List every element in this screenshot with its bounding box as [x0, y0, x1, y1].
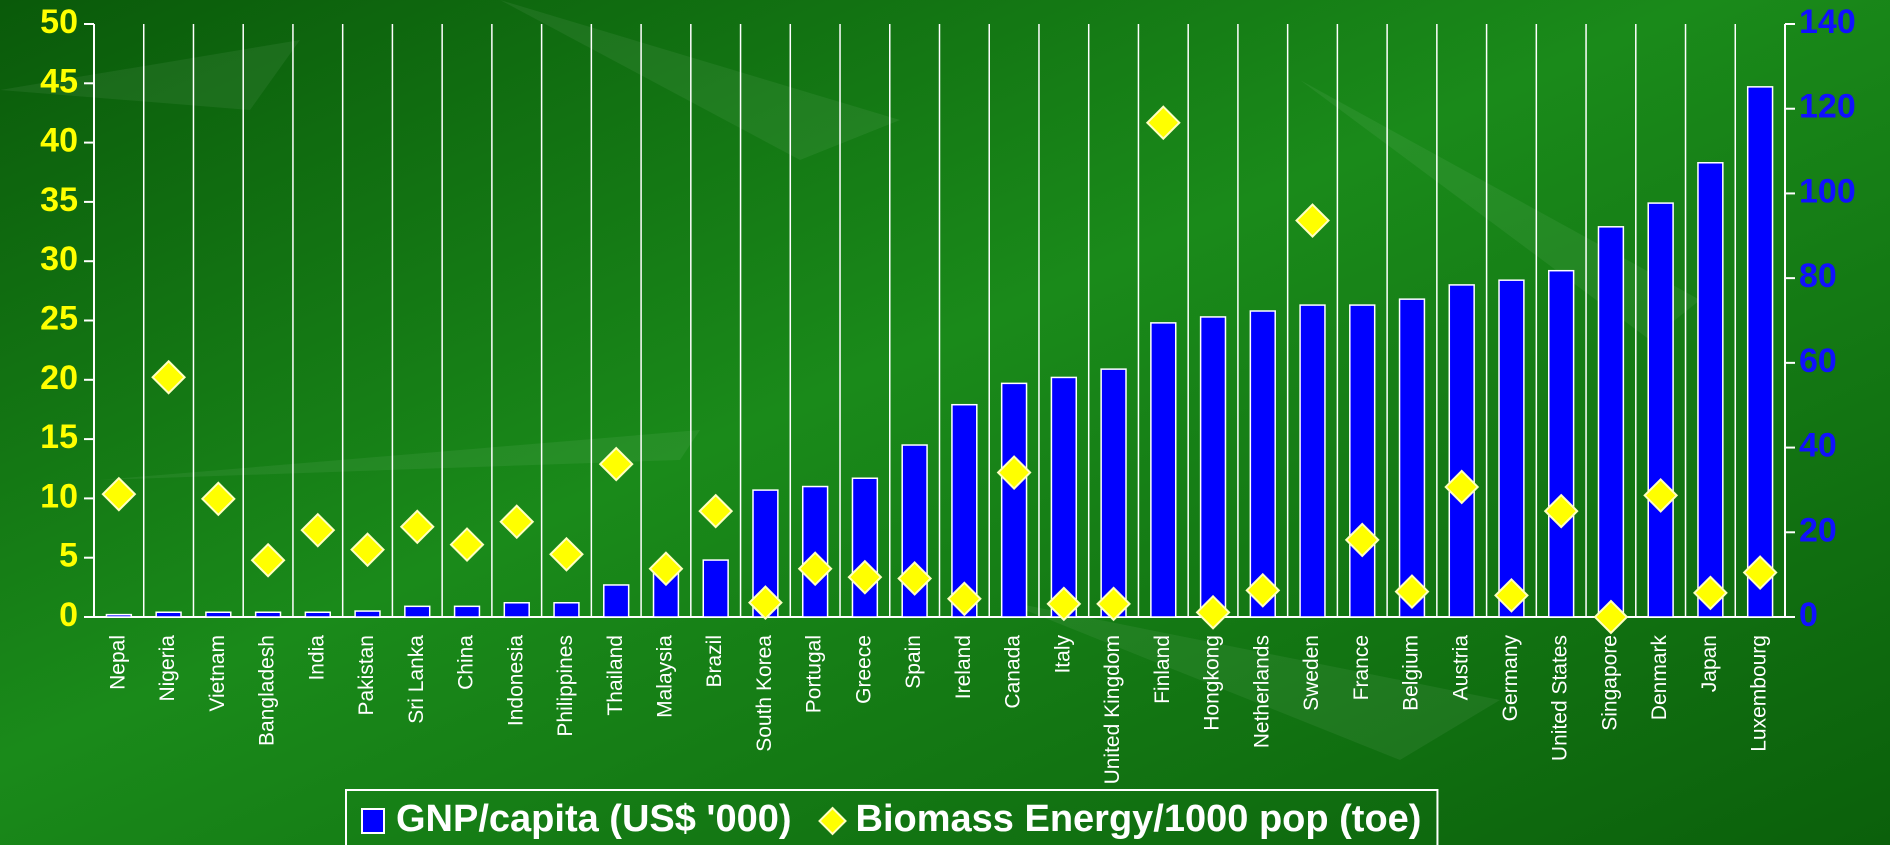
bar [1499, 280, 1524, 617]
bar [1300, 305, 1325, 617]
bar [703, 560, 728, 617]
legend-label: Biomass Energy/1000 pop (toe) [856, 798, 1422, 840]
x-tick-label: Austria [1449, 635, 1472, 701]
bar [156, 612, 181, 617]
bar [405, 606, 430, 617]
x-tick-label: Nigeria [156, 635, 179, 702]
bar [1549, 271, 1574, 617]
y-tick-label: 0 [59, 596, 78, 634]
x-tick-label: Denmark [1648, 635, 1671, 721]
x-tick-label: Thailand [604, 635, 627, 716]
bar [1350, 305, 1375, 617]
y-tick-label: 50 [40, 3, 78, 41]
x-tick-label: Singapore [1598, 635, 1621, 731]
bar [1698, 163, 1723, 617]
y2-tick-label: 40 [1799, 427, 1837, 465]
x-tick-label: South Korea [753, 635, 776, 752]
x-tick-label: China [455, 635, 478, 690]
bar [1598, 227, 1623, 617]
legend-label: GNP/capita (US$ '000) [396, 798, 792, 840]
chart: 0 5 10 15 20 25 30 35 40 45 50 0 20 40 60 80 100 120 140 Ne… [0, 0, 1890, 845]
x-tick-label: Philippines [554, 635, 577, 737]
x-tick-label: Sri Lanka [405, 635, 428, 724]
x-tick-label: Belgium [1400, 635, 1423, 711]
x-tick-label: India [305, 635, 328, 681]
legend-swatch [362, 809, 384, 833]
y-tick-label: 25 [40, 299, 78, 337]
y-tick-label: 35 [40, 181, 78, 219]
x-tick-label: Netherlands [1250, 635, 1273, 748]
y2-tick-label: 100 [1799, 172, 1856, 210]
x-tick-label: Canada [1002, 635, 1025, 709]
x-tick-label: Finland [1151, 635, 1174, 704]
bar [1400, 299, 1425, 617]
x-tick-label: United States [1549, 635, 1572, 761]
bar [1002, 383, 1027, 617]
y-tick-label: 20 [40, 359, 78, 397]
x-tick-label: Bangladesh [256, 635, 279, 746]
y2-tick-label: 80 [1799, 257, 1837, 295]
bar [1201, 317, 1226, 617]
x-tick-label: Greece [852, 635, 875, 704]
y2-tick-label: 60 [1799, 342, 1837, 380]
x-tick-label: Japan [1698, 635, 1721, 692]
x-tick-label: Italy [1051, 635, 1074, 674]
x-tick-label: Vietnam [206, 635, 229, 712]
bar [1449, 285, 1474, 617]
x-tick-label: Hongkong [1201, 635, 1224, 731]
bar [305, 612, 330, 617]
bar [1648, 203, 1673, 617]
y2-tick-label: 20 [1799, 511, 1837, 549]
x-tick-label: Indonesia [504, 635, 527, 726]
bar [1051, 377, 1076, 617]
y-tick-label: 30 [40, 240, 78, 278]
bar [504, 603, 529, 617]
y-tick-label: 40 [40, 122, 78, 160]
bar [106, 615, 131, 617]
x-tick-label: Brazil [703, 635, 726, 688]
x-tick-label: Malaysia [654, 635, 677, 718]
bar [1151, 323, 1176, 617]
y2-tick-label: 120 [1799, 88, 1856, 126]
y-tick-label: 5 [59, 537, 78, 575]
x-tick-label: Ireland [952, 635, 975, 699]
x-tick-label: Sweden [1300, 635, 1323, 711]
bar [1748, 87, 1773, 617]
x-tick-label: Pakistan [355, 635, 378, 716]
x-tick-label: United Kingdom [1101, 635, 1124, 784]
bar [256, 612, 281, 617]
y2-tick-label: 0 [1799, 596, 1818, 634]
bar [455, 606, 480, 617]
x-tick-label: Germany [1499, 635, 1522, 722]
y-tick-label: 15 [40, 418, 78, 456]
page: {"chart_data": { "type": "bar", "categor… [0, 0, 1890, 845]
legend: GNP/capita (US$ '000) Biomass Energy/1000… [346, 790, 1437, 845]
y-tick-label: 45 [40, 62, 78, 100]
bar [554, 603, 579, 617]
y2-tick-label: 140 [1799, 3, 1856, 41]
x-tick-label: Luxembourg [1748, 635, 1771, 752]
bar [852, 478, 877, 617]
x-tick-label: Portugal [803, 635, 826, 713]
x-tick-label: Spain [902, 635, 925, 689]
bar [1101, 369, 1126, 617]
bar [206, 612, 231, 617]
bar [1250, 311, 1275, 617]
y-tick-label: 10 [40, 477, 78, 515]
x-tick-label: France [1350, 635, 1373, 700]
bar [355, 611, 380, 617]
x-tick-label: Nepal [106, 635, 129, 690]
bar [604, 585, 629, 617]
